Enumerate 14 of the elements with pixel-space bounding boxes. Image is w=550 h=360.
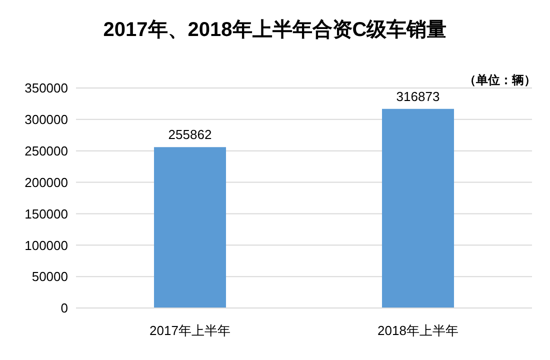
data-label: 255862 [168,127,212,142]
y-tick-label: 200000 [24,174,68,190]
y-tick-label: 100000 [24,238,68,253]
y-tick-label: 0 [60,300,68,316]
x-tick-label: 2017年上半年 [150,323,230,338]
data-label: 316873 [396,88,440,104]
chart-title: 2017年、2018年上半年合资C级车销量 [102,18,448,43]
y-tick-label: 250000 [24,143,68,158]
y-tick-label: 50000 [32,269,68,284]
y-tick-label: 300000 [24,112,68,128]
y-tick-label: 350000 [24,80,68,96]
text: （单位：辆） [464,72,536,89]
x-tick-label: 2018年上半年 [378,323,458,338]
y-tick-label: 150000 [24,206,68,222]
